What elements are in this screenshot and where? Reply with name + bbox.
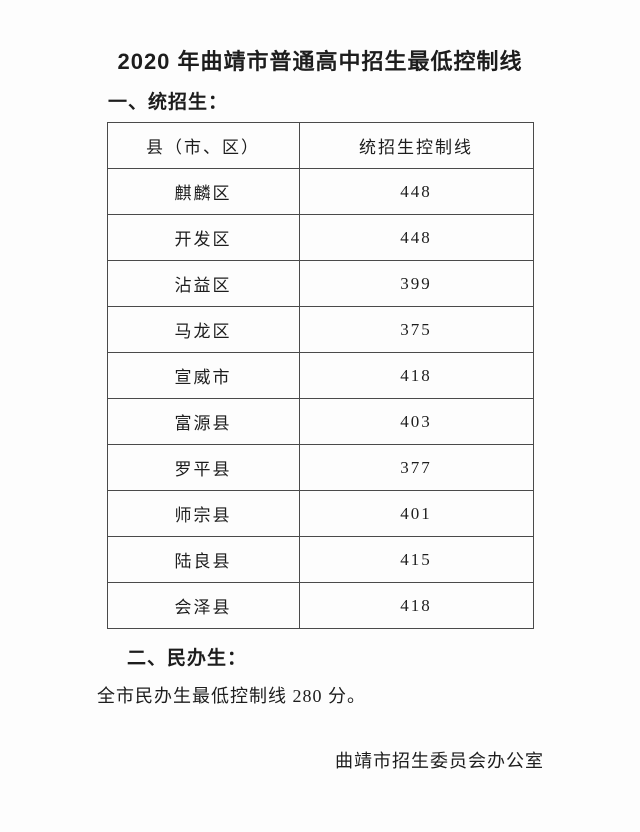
score-cell: 448 <box>298 214 534 261</box>
column-header-control-line: 统招生控制线 <box>298 122 534 169</box>
table-row: 宣威市 418 <box>106 352 534 399</box>
score-cell: 448 <box>298 168 534 215</box>
table-row: 马龙区 375 <box>106 306 534 353</box>
county-cell: 陆良县 <box>106 536 300 583</box>
county-cell: 罗平县 <box>106 444 300 491</box>
table-row: 师宗县 401 <box>106 490 534 537</box>
score-cell: 415 <box>298 536 534 583</box>
section-heading-unified-admission: 一、统招生： <box>108 92 229 113</box>
admission-score-table: 县（市、区） 统招生控制线 麒麟区 448 开发区 448 沾益区 399 <box>106 122 534 629</box>
table-row: 陆良县 415 <box>106 536 534 583</box>
table-row: 麒麟区 448 <box>106 168 534 215</box>
county-cell: 富源县 <box>106 398 300 445</box>
score-cell: 418 <box>298 352 534 399</box>
table-row: 会泽县 418 <box>106 582 534 629</box>
score-cell: 399 <box>298 260 534 307</box>
county-cell: 会泽县 <box>106 582 300 629</box>
score-cell: 377 <box>298 444 534 491</box>
county-cell: 沾益区 <box>106 260 300 307</box>
county-cell: 师宗县 <box>106 490 300 537</box>
table-row: 开发区 448 <box>106 214 534 261</box>
county-cell: 麒麟区 <box>106 168 300 215</box>
issuing-office-signature: 曲靖市招生委员会办公室 <box>335 751 544 771</box>
table-header-row: 县（市、区） 统招生控制线 <box>106 122 534 169</box>
score-cell: 418 <box>298 582 534 629</box>
table-row: 沾益区 399 <box>106 260 534 307</box>
document-title: 2020 年曲靖市普通高中招生最低控制线 <box>117 49 523 74</box>
score-cell: 403 <box>298 398 534 445</box>
document-content: 一、统招生： 县（市、区） 统招生控制线 麒麟区 448 开发区 448 <box>94 90 546 773</box>
table-row: 富源县 403 <box>106 398 534 445</box>
section-heading-private-students: 二、民办生： <box>127 648 248 669</box>
table-row: 罗平县 377 <box>106 444 534 491</box>
county-cell: 开发区 <box>106 214 300 261</box>
score-cell: 401 <box>298 490 534 537</box>
private-students-control-line-text: 全市民办生最低控制线 280 分。 <box>97 686 366 706</box>
score-cell: 375 <box>298 306 534 353</box>
county-cell: 宣威市 <box>106 352 300 399</box>
column-header-county: 县（市、区） <box>106 122 300 169</box>
county-cell: 马龙区 <box>106 306 300 353</box>
